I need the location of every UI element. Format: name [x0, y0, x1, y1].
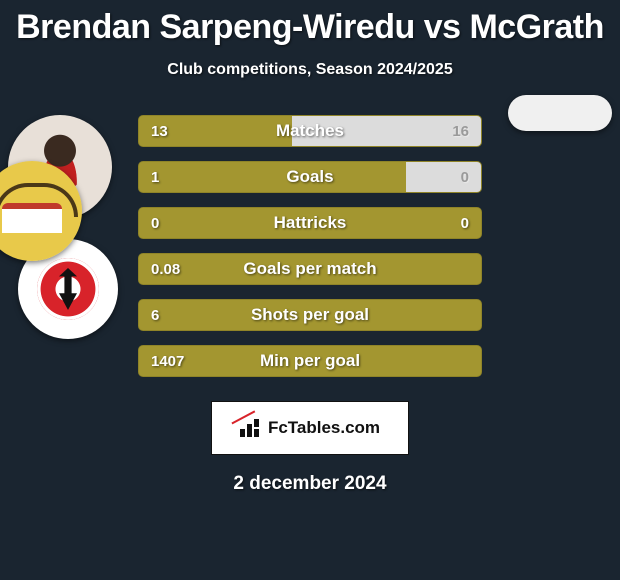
stat-row: Goals per match0.08	[138, 253, 482, 285]
stat-seg-right	[406, 162, 481, 192]
stat-row: Goals10	[138, 161, 482, 193]
comparison-panel: Matches1316 Goals10 Hattricks00 Goals per m…	[0, 113, 620, 393]
stat-bars: Matches1316 Goals10 Hattricks00 Goals per m…	[138, 115, 482, 391]
stat-seg-left	[139, 162, 406, 192]
player-right-avatar	[508, 95, 612, 131]
stat-seg-left	[139, 300, 481, 330]
club-left-crest-inner	[37, 258, 99, 320]
brand-text: FcTables.com	[268, 418, 380, 438]
stat-seg-left	[139, 208, 481, 238]
stat-row: Min per goal1407	[138, 345, 482, 377]
subtitle: Club competitions, Season 2024/2025	[0, 61, 620, 79]
page-title: Brendan Sarpeng-Wiredu vs McGrath	[0, 0, 620, 47]
brand-box: FcTables.com	[211, 401, 409, 455]
stat-seg-left	[139, 116, 292, 146]
stat-row: Shots per goal6	[138, 299, 482, 331]
stat-seg-left	[139, 254, 481, 284]
stat-seg-left	[139, 346, 481, 376]
date-label: 2 december 2024	[0, 473, 620, 495]
stat-row: Hattricks00	[138, 207, 482, 239]
brand-chart-icon	[240, 419, 262, 437]
stat-row: Matches1316	[138, 115, 482, 147]
stat-seg-right	[292, 116, 481, 146]
